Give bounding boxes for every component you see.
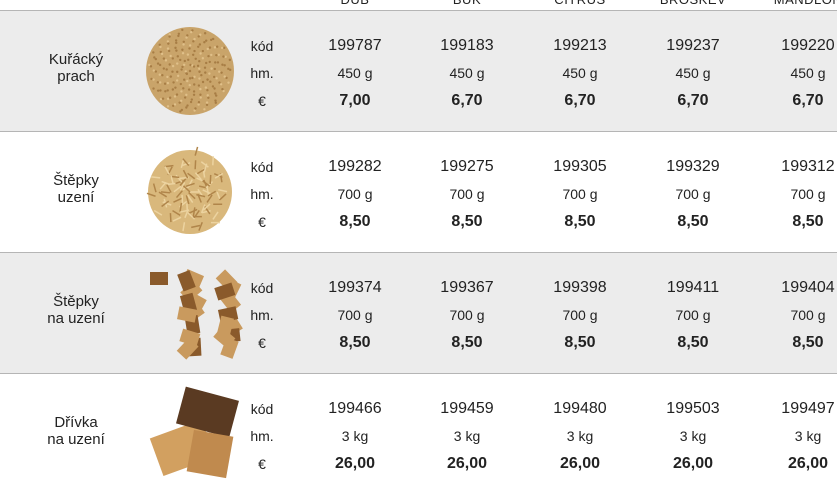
product-weight: 700 g — [337, 307, 372, 323]
column-header: MANDLOŇ — [774, 0, 837, 7]
product-price: 26,00 — [335, 455, 375, 473]
row-name: Štěpky uzení — [53, 172, 99, 206]
product-code: 199213 — [553, 37, 606, 55]
product-code: 199183 — [440, 37, 493, 55]
product-code: 199329 — [666, 158, 719, 176]
row-label: hm. — [250, 65, 273, 81]
product-weight: 700 g — [790, 307, 825, 323]
row-label: € — [258, 214, 266, 230]
product-price: 8,50 — [564, 213, 595, 231]
product-weight: 700 g — [675, 186, 710, 202]
product-price: 8,50 — [339, 334, 370, 352]
product-image — [135, 15, 245, 125]
product-price: 8,50 — [677, 213, 708, 231]
row-background — [0, 131, 837, 253]
product-weight: 450 g — [790, 65, 825, 81]
product-code: 199305 — [553, 158, 606, 176]
product-price: 26,00 — [673, 455, 713, 473]
product-price: 8,50 — [339, 213, 370, 231]
product-weight: 700 g — [449, 307, 484, 323]
product-price: 8,50 — [451, 334, 482, 352]
product-weight: 700 g — [675, 307, 710, 323]
product-code: 199404 — [781, 279, 834, 297]
product-price: 6,70 — [564, 92, 595, 110]
product-price: 7,00 — [339, 92, 370, 110]
product-code: 199282 — [328, 158, 381, 176]
product-price: 26,00 — [788, 455, 828, 473]
row-name: Dřívka na uzení — [47, 414, 105, 448]
row-label: hm. — [250, 307, 273, 323]
product-table: DUB BUK CITRUS BROSKEV MANDLOŇ Kuřácký prach k… — [0, 0, 837, 486]
column-header: DUB — [341, 0, 370, 7]
row-label: € — [258, 93, 266, 109]
product-price: 26,00 — [447, 455, 487, 473]
product-weight: 3 kg — [454, 428, 480, 444]
product-code: 199411 — [667, 279, 719, 297]
row-name: Štěpky na uzení — [47, 293, 105, 327]
product-weight: 3 kg — [567, 428, 593, 444]
product-code: 199312 — [781, 158, 834, 176]
product-price: 6,70 — [451, 92, 482, 110]
product-code: 199480 — [553, 400, 606, 418]
product-price: 8,50 — [677, 334, 708, 352]
product-price: 8,50 — [451, 213, 482, 231]
product-code: 199220 — [781, 37, 834, 55]
row-label: kód — [251, 159, 274, 175]
row-label: hm. — [250, 428, 273, 444]
product-code: 199374 — [328, 279, 381, 297]
product-price: 26,00 — [560, 455, 600, 473]
row-label: kód — [251, 401, 274, 417]
product-image — [135, 378, 245, 486]
product-weight: 700 g — [562, 186, 597, 202]
row-label: € — [258, 456, 266, 472]
product-weight: 3 kg — [342, 428, 368, 444]
row-label: kód — [251, 280, 274, 296]
product-price: 8,50 — [792, 334, 823, 352]
product-code: 199398 — [553, 279, 606, 297]
product-weight: 450 g — [337, 65, 372, 81]
column-header: BROSKEV — [660, 0, 726, 7]
product-weight: 700 g — [337, 186, 372, 202]
product-weight: 700 g — [562, 307, 597, 323]
product-weight: 3 kg — [680, 428, 706, 444]
product-weight: 3 kg — [795, 428, 821, 444]
product-price: 6,70 — [677, 92, 708, 110]
row-background — [0, 10, 837, 132]
product-weight: 450 g — [449, 65, 484, 81]
product-weight: 450 g — [562, 65, 597, 81]
product-code: 199367 — [440, 279, 493, 297]
product-code: 199459 — [440, 400, 493, 418]
product-code: 199503 — [666, 400, 719, 418]
product-weight: 450 g — [675, 65, 710, 81]
product-code: 199237 — [666, 37, 719, 55]
product-price: 8,50 — [564, 334, 595, 352]
row-label: kód — [251, 38, 274, 54]
product-weight: 700 g — [449, 186, 484, 202]
product-price: 8,50 — [792, 213, 823, 231]
column-header: CITRUS — [554, 0, 605, 7]
row-name: Kuřácký prach — [49, 51, 103, 85]
row-background — [0, 252, 837, 374]
column-header: BUK — [453, 0, 481, 7]
product-image — [135, 136, 245, 246]
product-price: 6,70 — [792, 92, 823, 110]
row-label: € — [258, 335, 266, 351]
product-code: 199787 — [328, 37, 381, 55]
product-weight: 700 g — [790, 186, 825, 202]
row-label: hm. — [250, 186, 273, 202]
product-code: 199497 — [781, 400, 834, 418]
product-code: 199275 — [440, 158, 493, 176]
product-image — [135, 257, 245, 367]
product-code: 199466 — [328, 400, 381, 418]
